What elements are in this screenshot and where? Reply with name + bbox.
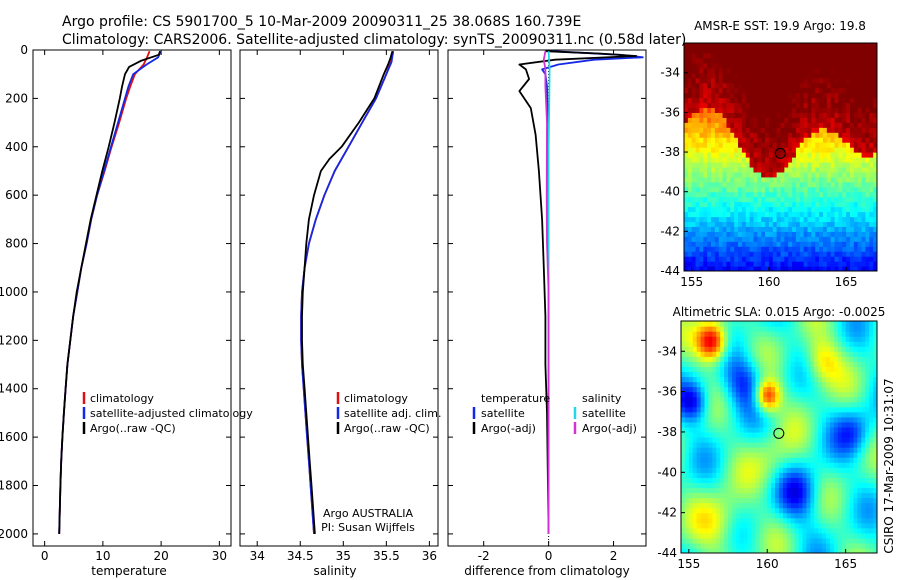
salinity-xtick-label: 34 (250, 549, 265, 563)
temperature-ytick-label: 1800 (0, 479, 28, 493)
sla_map-ytick-label: -38 (657, 425, 677, 439)
sla_map-ytick-label: -40 (657, 465, 677, 479)
argo-australia-note: Argo AUSTRALIA (323, 507, 413, 520)
legend-label-satellite: satellite-adjusted climatology (90, 407, 253, 420)
figure-title-line1: Argo profile: CS 5901700_5 10-Mar-2009 2… (62, 14, 581, 30)
salinity-plot-frame (239, 49, 439, 547)
difference-xtick-label: -2 (478, 549, 490, 563)
sla_map-argo-position-marker (773, 427, 785, 439)
temperature-ytick-label: 1000 (0, 285, 28, 299)
legend-label-argo: Argo(..raw -QC) (90, 422, 176, 435)
legend-label-satellite: satellite adj. clim. (344, 407, 441, 420)
sst-heatmap (684, 43, 877, 271)
difference-series-salinity-argo-adj (542, 51, 550, 534)
sst_map-ytick-label: -36 (660, 105, 680, 119)
difference-axis-label: difference from climatology (464, 564, 630, 578)
legend-temperature-heading: temperature (481, 392, 550, 405)
temperature-axis-label: temperature (91, 564, 166, 578)
sla_map-ytick-label: -42 (657, 506, 677, 520)
sst-map-title: AMSR-E SST: 19.9 Argo: 19.8 (694, 19, 866, 33)
sst_map-ytick-label: -42 (660, 224, 680, 238)
temperature-xtick-label: 20 (153, 549, 168, 563)
temperature-series-argo-raw-qc (58, 50, 161, 534)
salinity-series-argo-raw-qc (301, 50, 394, 534)
temperature-ytick-label: 0 (20, 43, 28, 57)
sst_map-xtick-label: 165 (835, 275, 858, 289)
sst_map-ytick-label: -34 (660, 66, 680, 80)
salinity-axis-label: salinity (313, 564, 356, 578)
temperature-ytick-label: 1400 (0, 382, 28, 396)
temperature-plot-frame (32, 49, 232, 547)
salinity-xtick-label: 34.5 (287, 549, 314, 563)
difference-xtick-label: 0 (545, 549, 553, 563)
temperature-xtick-label: 30 (212, 549, 227, 563)
legend-label-sal-satellite: satellite (582, 407, 626, 420)
salinity-xtick-label: 36 (422, 549, 437, 563)
difference-legend: temperature satellite Argo(-adj) salinit… (472, 392, 637, 435)
sla-map-frame (680, 320, 878, 554)
sst_map-xtick-label: 155 (680, 275, 703, 289)
pi-note: PI: Susan Wijffels (321, 521, 415, 534)
legend-label-temp-argo: Argo(-adj) (481, 422, 536, 435)
salinity-legend: climatology satellite adj. clim. Argo(..… (336, 392, 441, 435)
sla_map-ytick-label: -44 (657, 546, 677, 560)
temperature-xtick-label: 0 (41, 549, 49, 563)
temperature-ytick-label: 600 (5, 188, 28, 202)
sla_map-xtick-label: 165 (834, 557, 857, 571)
legend-label-sal-argo: Argo(-adj) (582, 422, 637, 435)
sst_map-ytick-label: -44 (660, 264, 680, 278)
figure-title-line2: Climatology: CARS2006. Satellite-adjuste… (62, 32, 686, 48)
temperature-legend: climatology satellite-adjusted climatolo… (82, 392, 253, 435)
sst_map-argo-position-marker (774, 147, 786, 159)
sla_map-ytick-label: -34 (657, 344, 677, 358)
temperature-ytick-label: 800 (5, 237, 28, 251)
legend-label-climatology: climatology (344, 392, 408, 405)
footer-timestamp: CSIRO 17-Mar-2009 10:31:07 (882, 378, 896, 553)
sla_map-ytick-label: -36 (657, 385, 677, 399)
difference-series-temperature-argo-adj (518, 50, 638, 534)
salinity-xtick-label: 35 (336, 549, 351, 563)
legend-salinity-heading: salinity (582, 392, 622, 405)
sla-map-title: Altimetric SLA: 0.015 Argo: -0.0025 (673, 305, 886, 319)
sla_map-xtick-label: 160 (756, 557, 779, 571)
sst-map-frame (683, 42, 878, 272)
legend-label-argo: Argo(..raw -QC) (344, 422, 430, 435)
temperature-ytick-label: 200 (5, 91, 28, 105)
legend-label-climatology: climatology (90, 392, 154, 405)
sst_map-ytick-label: -40 (660, 185, 680, 199)
sla-heatmap (681, 321, 877, 553)
legend-label-temp-satellite: satellite (481, 407, 525, 420)
sst_map-ytick-label: -38 (660, 145, 680, 159)
sst_map-xtick-label: 160 (757, 275, 780, 289)
temperature-ytick-label: 2000 (0, 527, 28, 541)
sla_map-xtick-label: 155 (677, 557, 700, 571)
temperature-ytick-label: 400 (5, 140, 28, 154)
temperature-xtick-label: 10 (95, 549, 110, 563)
temperature-ytick-label: 1600 (0, 430, 28, 444)
temperature-ytick-label: 1200 (0, 333, 28, 347)
salinity-xtick-label: 35.5 (373, 549, 400, 563)
difference-xtick-label: 2 (610, 549, 618, 563)
